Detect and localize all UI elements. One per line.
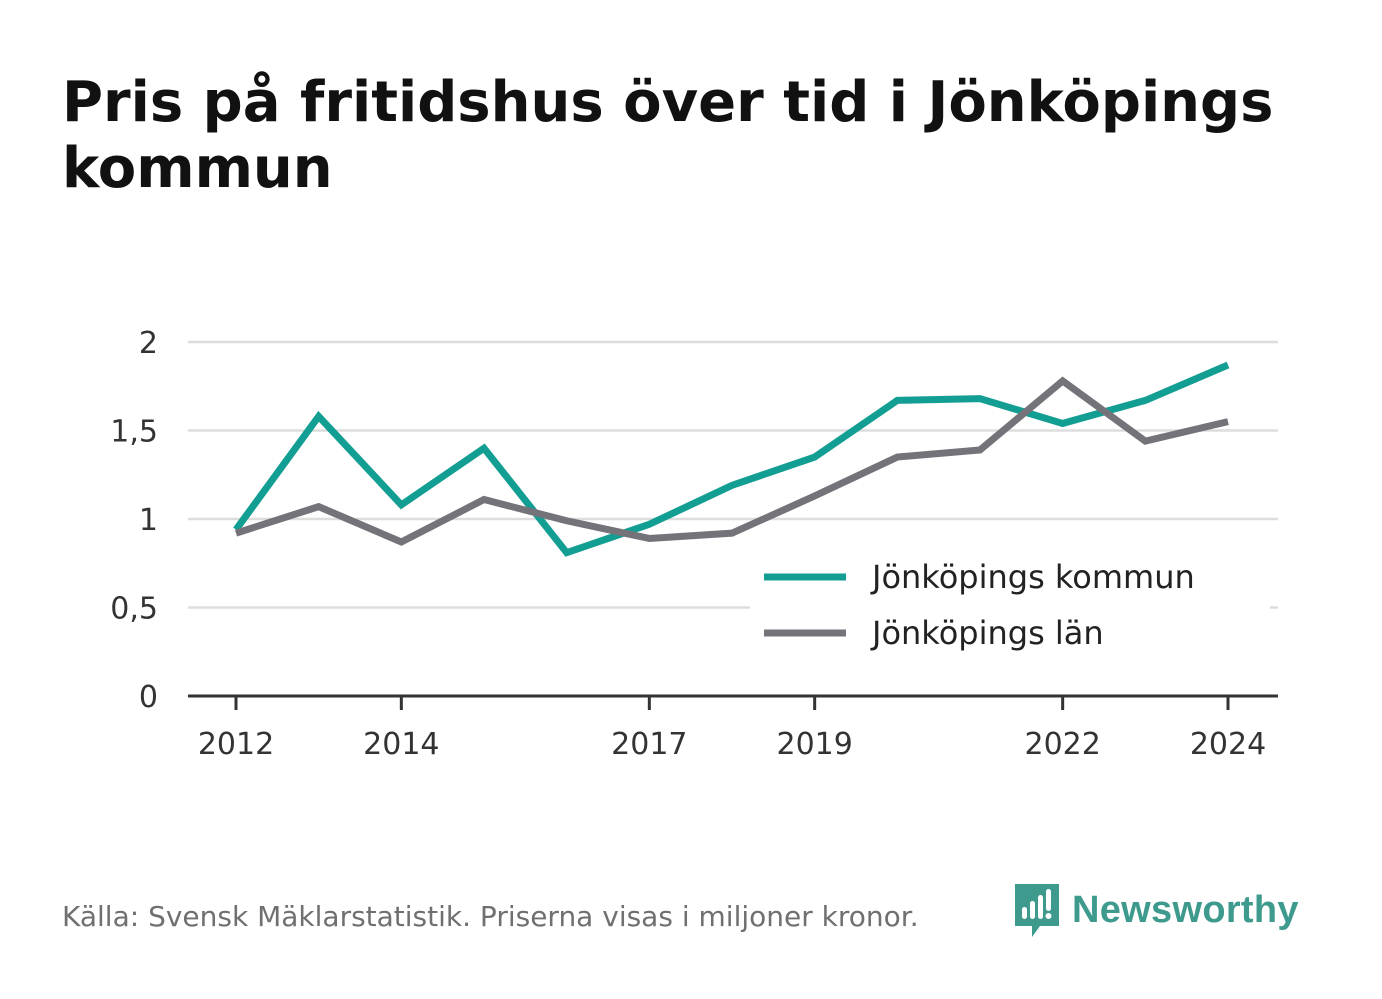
y-tick-label: 0,5 <box>110 592 158 627</box>
y-axis-ticks: 0 0,5 1 1,5 2 <box>110 326 158 715</box>
y-tick-label: 0 <box>139 680 158 715</box>
legend-label: Jönköpings län <box>870 614 1104 652</box>
x-tick-label: 2019 <box>776 727 852 762</box>
chart-title: Pris på fritidshus över tid i Jönköpings… <box>62 70 1274 201</box>
newsworthy-logo-icon <box>1015 884 1059 937</box>
x-tick-label: 2017 <box>611 727 687 762</box>
y-tick-label: 1,5 <box>110 415 158 450</box>
x-tick-label: 2024 <box>1190 727 1266 762</box>
legend-background <box>750 548 1270 666</box>
x-tick-label: 2014 <box>363 727 439 762</box>
source-note: Källa: Svensk Mäklarstatistik. Priserna … <box>62 900 919 933</box>
series-lines <box>233 361 1230 557</box>
x-tick-label: 2022 <box>1024 727 1100 762</box>
y-tick-label: 2 <box>139 326 158 361</box>
legend: Jönköpings kommun Jönköpings län <box>750 548 1270 666</box>
legend-label: Jönköpings kommun <box>870 558 1195 596</box>
x-axis: 2012 2014 2017 2019 2022 2024 <box>188 694 1278 762</box>
y-tick-label: 1 <box>139 503 158 538</box>
newsworthy-logo: Newsworthy <box>1012 880 1299 940</box>
brand-name: Newsworthy <box>1072 888 1299 931</box>
x-tick-label: 2012 <box>198 727 274 762</box>
